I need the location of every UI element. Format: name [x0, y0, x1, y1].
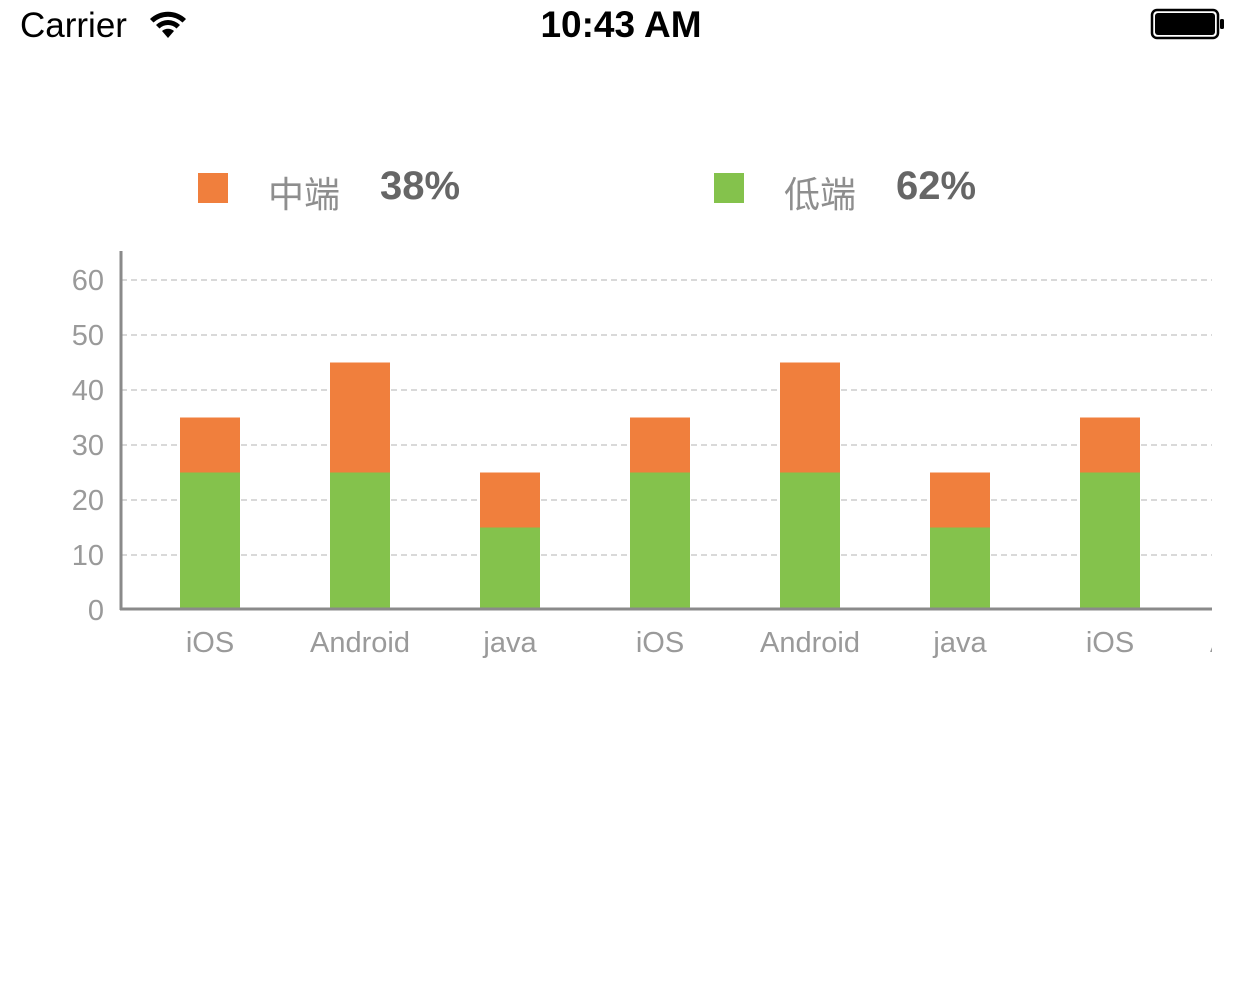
x-category-label: Android: [760, 627, 860, 659]
y-tick-label: 0: [88, 595, 104, 627]
x-category-label: Android: [310, 627, 410, 659]
x-category-label: iOS: [1086, 627, 1134, 659]
bar-segment: [930, 528, 990, 611]
bar-segment: [330, 473, 390, 611]
x-category-label: java: [932, 627, 987, 659]
y-tick-label: 20: [72, 485, 104, 517]
x-category-label: java: [482, 627, 537, 659]
bar-segment: [480, 473, 540, 528]
y-tick-labels: 0 10 20 30 40 50 60: [72, 265, 104, 627]
bar-segment: [780, 363, 840, 473]
bar-segment: [1230, 473, 1242, 611]
bar-segment: [1080, 473, 1140, 611]
bars: [180, 363, 1242, 611]
y-tick-label: 40: [72, 375, 104, 407]
x-category-label: iOS: [636, 627, 684, 659]
bar-segment: [780, 473, 840, 611]
y-tick-label: 60: [72, 265, 104, 297]
bar-segment: [630, 418, 690, 473]
bar-segment: [480, 528, 540, 611]
x-category-label: Android: [1210, 627, 1242, 659]
y-tick-label: 50: [72, 320, 104, 352]
x-category-label: iOS: [186, 627, 234, 659]
bar-segment: [180, 473, 240, 611]
bar-segment: [1230, 363, 1242, 473]
x-category-labels: iOS Android java iOS Android java iOS Android: [186, 627, 1242, 659]
bar-segment: [180, 418, 240, 473]
y-tick-label: 30: [72, 430, 104, 462]
bar-segment: [1080, 418, 1140, 473]
bar-segment: [330, 363, 390, 473]
y-tick-label: 10: [72, 540, 104, 572]
bar-segment: [630, 473, 690, 611]
bar-segment: [930, 473, 990, 528]
